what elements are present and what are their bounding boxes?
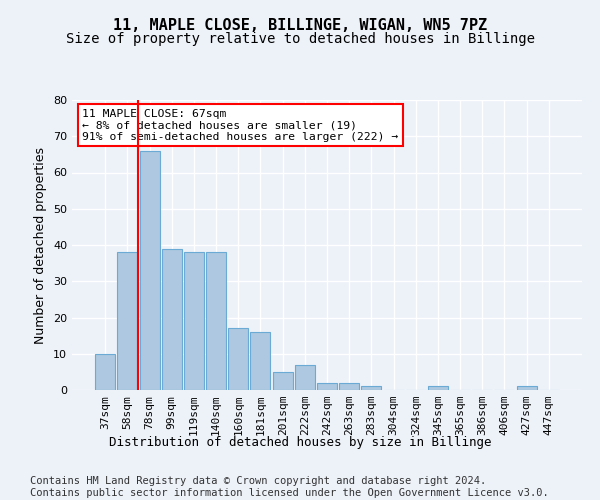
Bar: [118, 252, 137, 390]
Bar: [162, 248, 182, 390]
Bar: [140, 151, 160, 390]
Bar: [428, 386, 448, 390]
Bar: [95, 354, 115, 390]
Y-axis label: Number of detached properties: Number of detached properties: [34, 146, 47, 344]
Bar: [339, 383, 359, 390]
Bar: [206, 252, 226, 390]
Bar: [361, 386, 382, 390]
Text: 11, MAPLE CLOSE, BILLINGE, WIGAN, WN5 7PZ: 11, MAPLE CLOSE, BILLINGE, WIGAN, WN5 7P…: [113, 18, 487, 32]
Bar: [272, 372, 293, 390]
Bar: [295, 364, 315, 390]
Bar: [317, 383, 337, 390]
Bar: [517, 386, 536, 390]
Text: Distribution of detached houses by size in Billinge: Distribution of detached houses by size …: [109, 436, 491, 449]
Text: Contains HM Land Registry data © Crown copyright and database right 2024.
Contai: Contains HM Land Registry data © Crown c…: [30, 476, 549, 498]
Text: Size of property relative to detached houses in Billinge: Size of property relative to detached ho…: [65, 32, 535, 46]
Bar: [250, 332, 271, 390]
Bar: [184, 252, 204, 390]
Text: 11 MAPLE CLOSE: 67sqm
← 8% of detached houses are smaller (19)
91% of semi-detac: 11 MAPLE CLOSE: 67sqm ← 8% of detached h…: [82, 108, 398, 142]
Bar: [228, 328, 248, 390]
